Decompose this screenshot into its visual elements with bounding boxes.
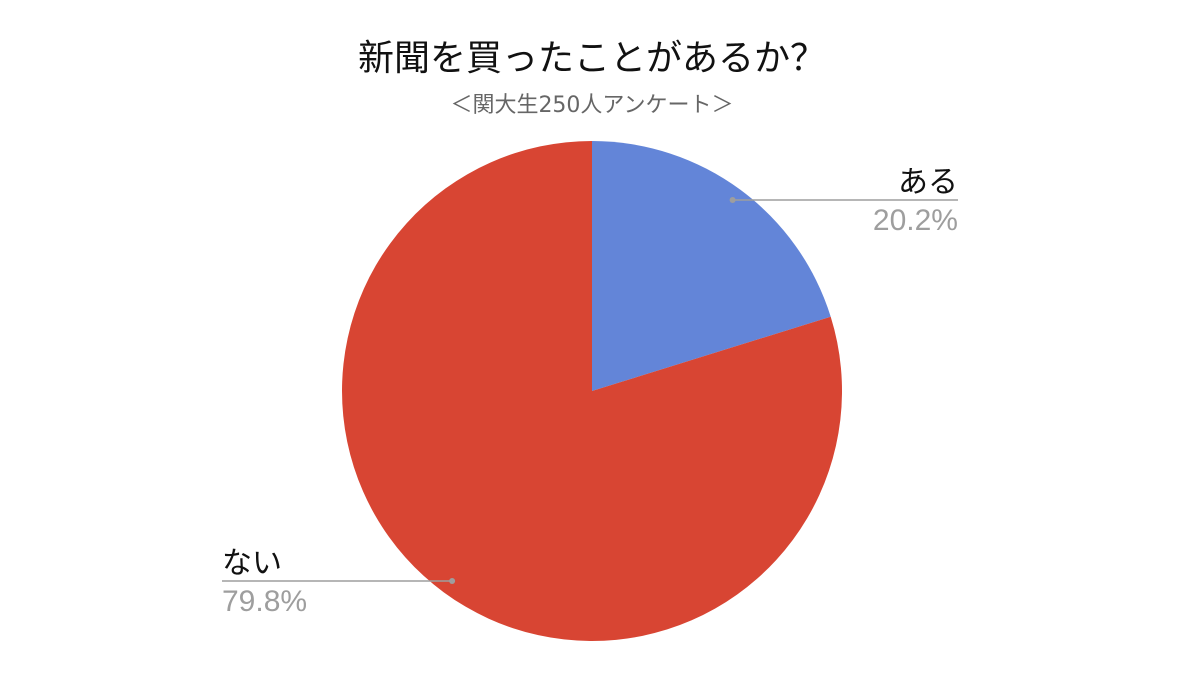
slice-label-aru: ある (898, 165, 958, 200)
slice-percent-aru: 20.2% (873, 204, 958, 237)
pie-slices (342, 141, 843, 641)
chart-subtitle: ＜関大生250人アンケート＞ (450, 93, 733, 118)
pie-slice-aru (592, 141, 831, 391)
pie-slice-nai (342, 141, 843, 641)
leader-dot-nai (449, 578, 456, 584)
chart-title: 新聞を買ったことがあるか？ (358, 38, 826, 79)
slice-percent-nai: 79.8% (222, 585, 307, 618)
slice-label-nai: ない (222, 546, 282, 581)
leader-dot-aru (729, 197, 736, 203)
slice-labels: ある 20.2% ない 79.8% (222, 165, 958, 618)
